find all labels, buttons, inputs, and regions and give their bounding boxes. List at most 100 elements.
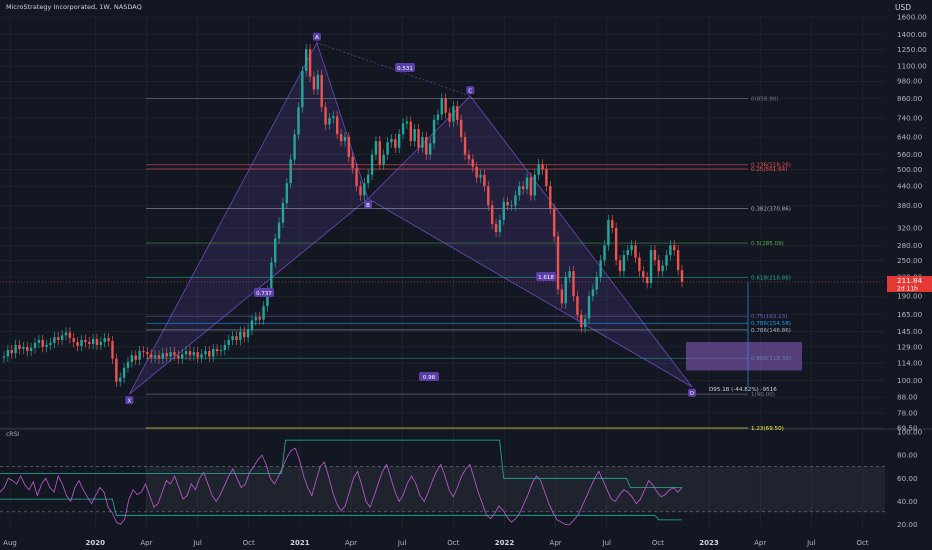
last-price-value: 211.84 <box>897 276 923 285</box>
candle-body <box>119 377 122 382</box>
candle-body <box>669 245 672 256</box>
candle-body <box>676 250 680 271</box>
candle-body <box>545 169 548 187</box>
candle-body <box>405 121 409 124</box>
candle-body <box>580 314 583 328</box>
candle-body <box>18 344 21 350</box>
candle-body <box>332 116 335 119</box>
candle-body <box>521 186 525 190</box>
candle-body <box>161 353 165 359</box>
candle-body <box>76 341 79 346</box>
y-tick-label: 78.00 <box>897 408 918 417</box>
candle-body <box>444 98 447 113</box>
xab-triangle <box>128 41 369 395</box>
candle-body <box>285 183 289 203</box>
x-tick-label: 2022 <box>495 539 515 547</box>
candle-body <box>452 106 455 122</box>
x-tick-label: Jul <box>192 539 202 547</box>
candle-body <box>328 118 331 125</box>
candle-body <box>397 134 401 148</box>
candle-body <box>111 340 114 359</box>
y-tick-label: 440.00 <box>897 182 923 191</box>
candle-body <box>611 219 614 228</box>
ratio-badge <box>536 272 556 281</box>
y-tick-label: 980.00 <box>897 77 923 86</box>
candle-body <box>49 342 52 345</box>
candle-body <box>88 341 91 344</box>
candle-body <box>630 245 633 251</box>
candle-body <box>14 344 17 354</box>
candle-body <box>266 290 269 307</box>
candle-body <box>215 349 219 352</box>
candle-body <box>413 129 416 142</box>
candle-body <box>366 174 370 184</box>
candle-body <box>212 349 215 357</box>
y-tick-label: 280.00 <box>897 241 923 250</box>
candle-body <box>64 332 68 336</box>
chart-title: MicroStrategy Incorporated, 1W, NASDAQ <box>6 3 142 11</box>
candle-body <box>533 174 536 196</box>
candle-body <box>150 354 153 358</box>
candle-body <box>37 340 41 343</box>
pattern-point-badge <box>125 396 134 405</box>
candle-body <box>518 186 521 196</box>
candle-body <box>599 260 602 278</box>
candle-body <box>29 347 33 352</box>
candle-body <box>537 164 540 175</box>
fib-levels: 0(858.90) 0.236(518.26)0.25(501.64) 0.382(… <box>0 97 885 432</box>
rsi-tick-label: 100.00 <box>897 428 923 437</box>
y-tick-label: 1100.00 <box>897 62 927 71</box>
candle-body <box>436 114 440 120</box>
y-tick-label: 114.00 <box>897 359 923 368</box>
candle-body <box>556 236 560 290</box>
candle-body <box>370 154 374 175</box>
fib-label: 0.786(154.58) <box>751 321 791 327</box>
rsi-tick-label: 80.00 <box>897 451 918 460</box>
candle-body <box>661 265 664 272</box>
xb-diagonal <box>129 198 369 395</box>
x-tick-label: 2023 <box>699 539 719 547</box>
candle-body <box>169 352 172 357</box>
pattern-point-label: X <box>127 398 131 404</box>
candle-body <box>68 332 72 339</box>
candle-body <box>72 338 75 342</box>
fib-label: 0.382(370.86) <box>751 207 791 213</box>
candle-body <box>192 352 196 356</box>
x-tick-label: Oct <box>243 539 255 547</box>
candle-body <box>45 344 48 347</box>
x-tick-label: 2020 <box>86 539 106 547</box>
candle-body <box>184 351 188 355</box>
candle-body <box>243 331 246 338</box>
y-tick-label: 1250.00 <box>897 45 927 54</box>
candle-body <box>347 137 351 157</box>
candle-body <box>289 159 292 184</box>
candle-body <box>153 355 157 358</box>
candle-body <box>115 358 118 382</box>
candle-body <box>490 205 494 224</box>
rsi-tick-label: 60.00 <box>897 474 918 483</box>
candle-body <box>84 340 87 342</box>
y-tick-label: 1600.00 <box>897 13 927 22</box>
candle-body <box>157 355 161 359</box>
candle-body <box>459 119 463 138</box>
y-tick-label: 560.00 <box>897 150 923 159</box>
candle-body <box>432 119 436 144</box>
candle-body <box>26 346 29 352</box>
x-tick-label: Jul <box>806 539 816 547</box>
x-tick-label: Apr <box>345 539 357 547</box>
y-tick-label: 320.00 <box>897 223 923 232</box>
ratio-label: 0.737 <box>256 291 272 297</box>
pattern-point-badge <box>688 388 696 397</box>
x-tick-label: Aug <box>3 539 17 547</box>
y-tick-label: 190.00 <box>897 292 923 301</box>
candle-body <box>502 201 505 220</box>
rsi-series-upper <box>0 439 682 488</box>
candle-body <box>80 340 83 346</box>
candle-body <box>568 271 571 278</box>
candle-body <box>363 183 366 196</box>
candle-body <box>188 351 192 356</box>
candle-body <box>235 336 238 341</box>
y-tick-label: 145.00 <box>897 327 923 336</box>
